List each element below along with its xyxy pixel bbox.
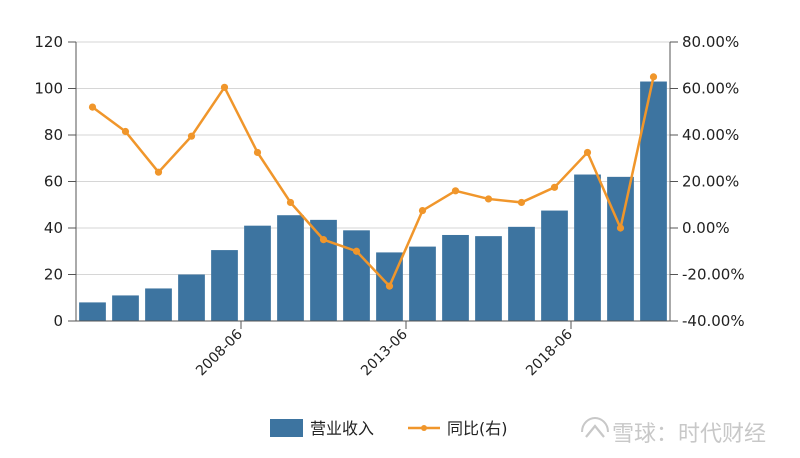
- revenue-bar: [277, 215, 304, 321]
- yoy-point: [154, 168, 163, 176]
- right-tick-label: 80.00%: [682, 33, 739, 51]
- right-tick-label: 40.00%: [682, 126, 739, 144]
- revenue-bar: [79, 302, 106, 321]
- left-tick-label: 60: [44, 173, 63, 191]
- revenue-bar: [112, 295, 139, 321]
- yoy-point: [451, 187, 460, 195]
- bar-series: [79, 81, 667, 322]
- yoy-line: [91, 76, 655, 289]
- yoy-point: [286, 198, 295, 207]
- legend-bar-label: 营业收入: [310, 419, 374, 438]
- legend-bar-swatch: [270, 419, 303, 437]
- yoy-point: [253, 148, 262, 157]
- yoy-point: [517, 198, 526, 207]
- grid: [76, 41, 670, 322]
- left-tick-label: 40: [44, 219, 63, 237]
- revenue-bar: [211, 250, 238, 321]
- snowball-logo-icon: [581, 416, 609, 438]
- revenue-bar: [541, 210, 568, 321]
- x-tick-label: 2013-06: [358, 326, 411, 379]
- revenue-bar: [310, 219, 337, 321]
- right-tick-label: 60.00%: [682, 80, 739, 98]
- legend: 营业收入 同比(右): [270, 419, 508, 438]
- left-tick-label: 20: [44, 266, 63, 284]
- x-tick-label: 2008-06: [193, 326, 246, 379]
- right-tick-label: -20.00%: [682, 266, 745, 284]
- yoy-point: [385, 282, 394, 290]
- left-axis-ticks: 0 20 40 60 80 100 120: [34, 33, 76, 330]
- revenue-bar: [475, 236, 502, 321]
- right-tick-label: -40.00%: [682, 312, 745, 330]
- legend-line-label: 同比(右): [447, 419, 508, 438]
- line-series: [88, 73, 658, 290]
- revenue-bar: [508, 226, 535, 321]
- x-axis-ticks: 2008-06 2013-06 2018-06: [193, 321, 576, 379]
- revenue-bar: [607, 176, 634, 321]
- yoy-point: [616, 224, 625, 232]
- left-tick-label: 80: [44, 126, 63, 144]
- watermark: 雪球：时代财经: [581, 416, 766, 447]
- yoy-point: [220, 83, 229, 91]
- yoy-point: [550, 183, 559, 191]
- yoy-point: [319, 236, 328, 244]
- revenue-bar: [145, 288, 172, 321]
- yoy-point: [88, 103, 97, 111]
- x-tick-label: 2018-06: [523, 326, 576, 379]
- yoy-point: [418, 206, 427, 215]
- right-tick-label: 20.00%: [682, 173, 739, 191]
- yoy-point: [352, 247, 361, 255]
- left-tick-label: 120: [34, 33, 63, 51]
- yoy-point: [583, 148, 592, 157]
- yoy-point: [121, 127, 130, 136]
- revenue-bar: [343, 230, 370, 321]
- yoy-point: [187, 132, 196, 140]
- yoy-point: [484, 195, 493, 203]
- watermark-text: 雪球：时代财经: [612, 422, 766, 447]
- right-axis-ticks: -40.00% -20.00% 0.00% 20.00% 40.00% 60.00% 80.…: [670, 33, 745, 330]
- legend-line-marker: [421, 425, 427, 431]
- right-tick-label: 0.00%: [682, 219, 730, 237]
- left-tick-label: 0: [53, 312, 63, 330]
- revenue-bar: [409, 246, 436, 321]
- left-tick-label: 100: [34, 80, 63, 98]
- revenue-bar: [574, 174, 601, 321]
- revenue-bar: [178, 274, 205, 321]
- yoy-point: [649, 73, 658, 81]
- revenue-bar: [244, 225, 271, 321]
- revenue-bar: [442, 234, 469, 321]
